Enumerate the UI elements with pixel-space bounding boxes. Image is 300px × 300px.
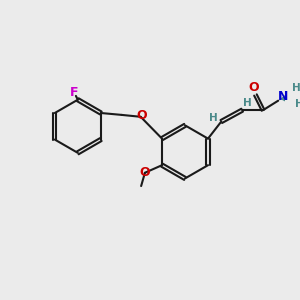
Text: N: N — [278, 90, 288, 104]
Text: H: H — [295, 100, 300, 110]
Text: O: O — [140, 166, 150, 179]
Text: O: O — [136, 109, 147, 122]
Text: H: H — [209, 113, 218, 123]
Text: H: H — [292, 83, 300, 93]
Text: F: F — [70, 85, 78, 99]
Text: H: H — [244, 98, 252, 108]
Text: O: O — [248, 81, 259, 94]
